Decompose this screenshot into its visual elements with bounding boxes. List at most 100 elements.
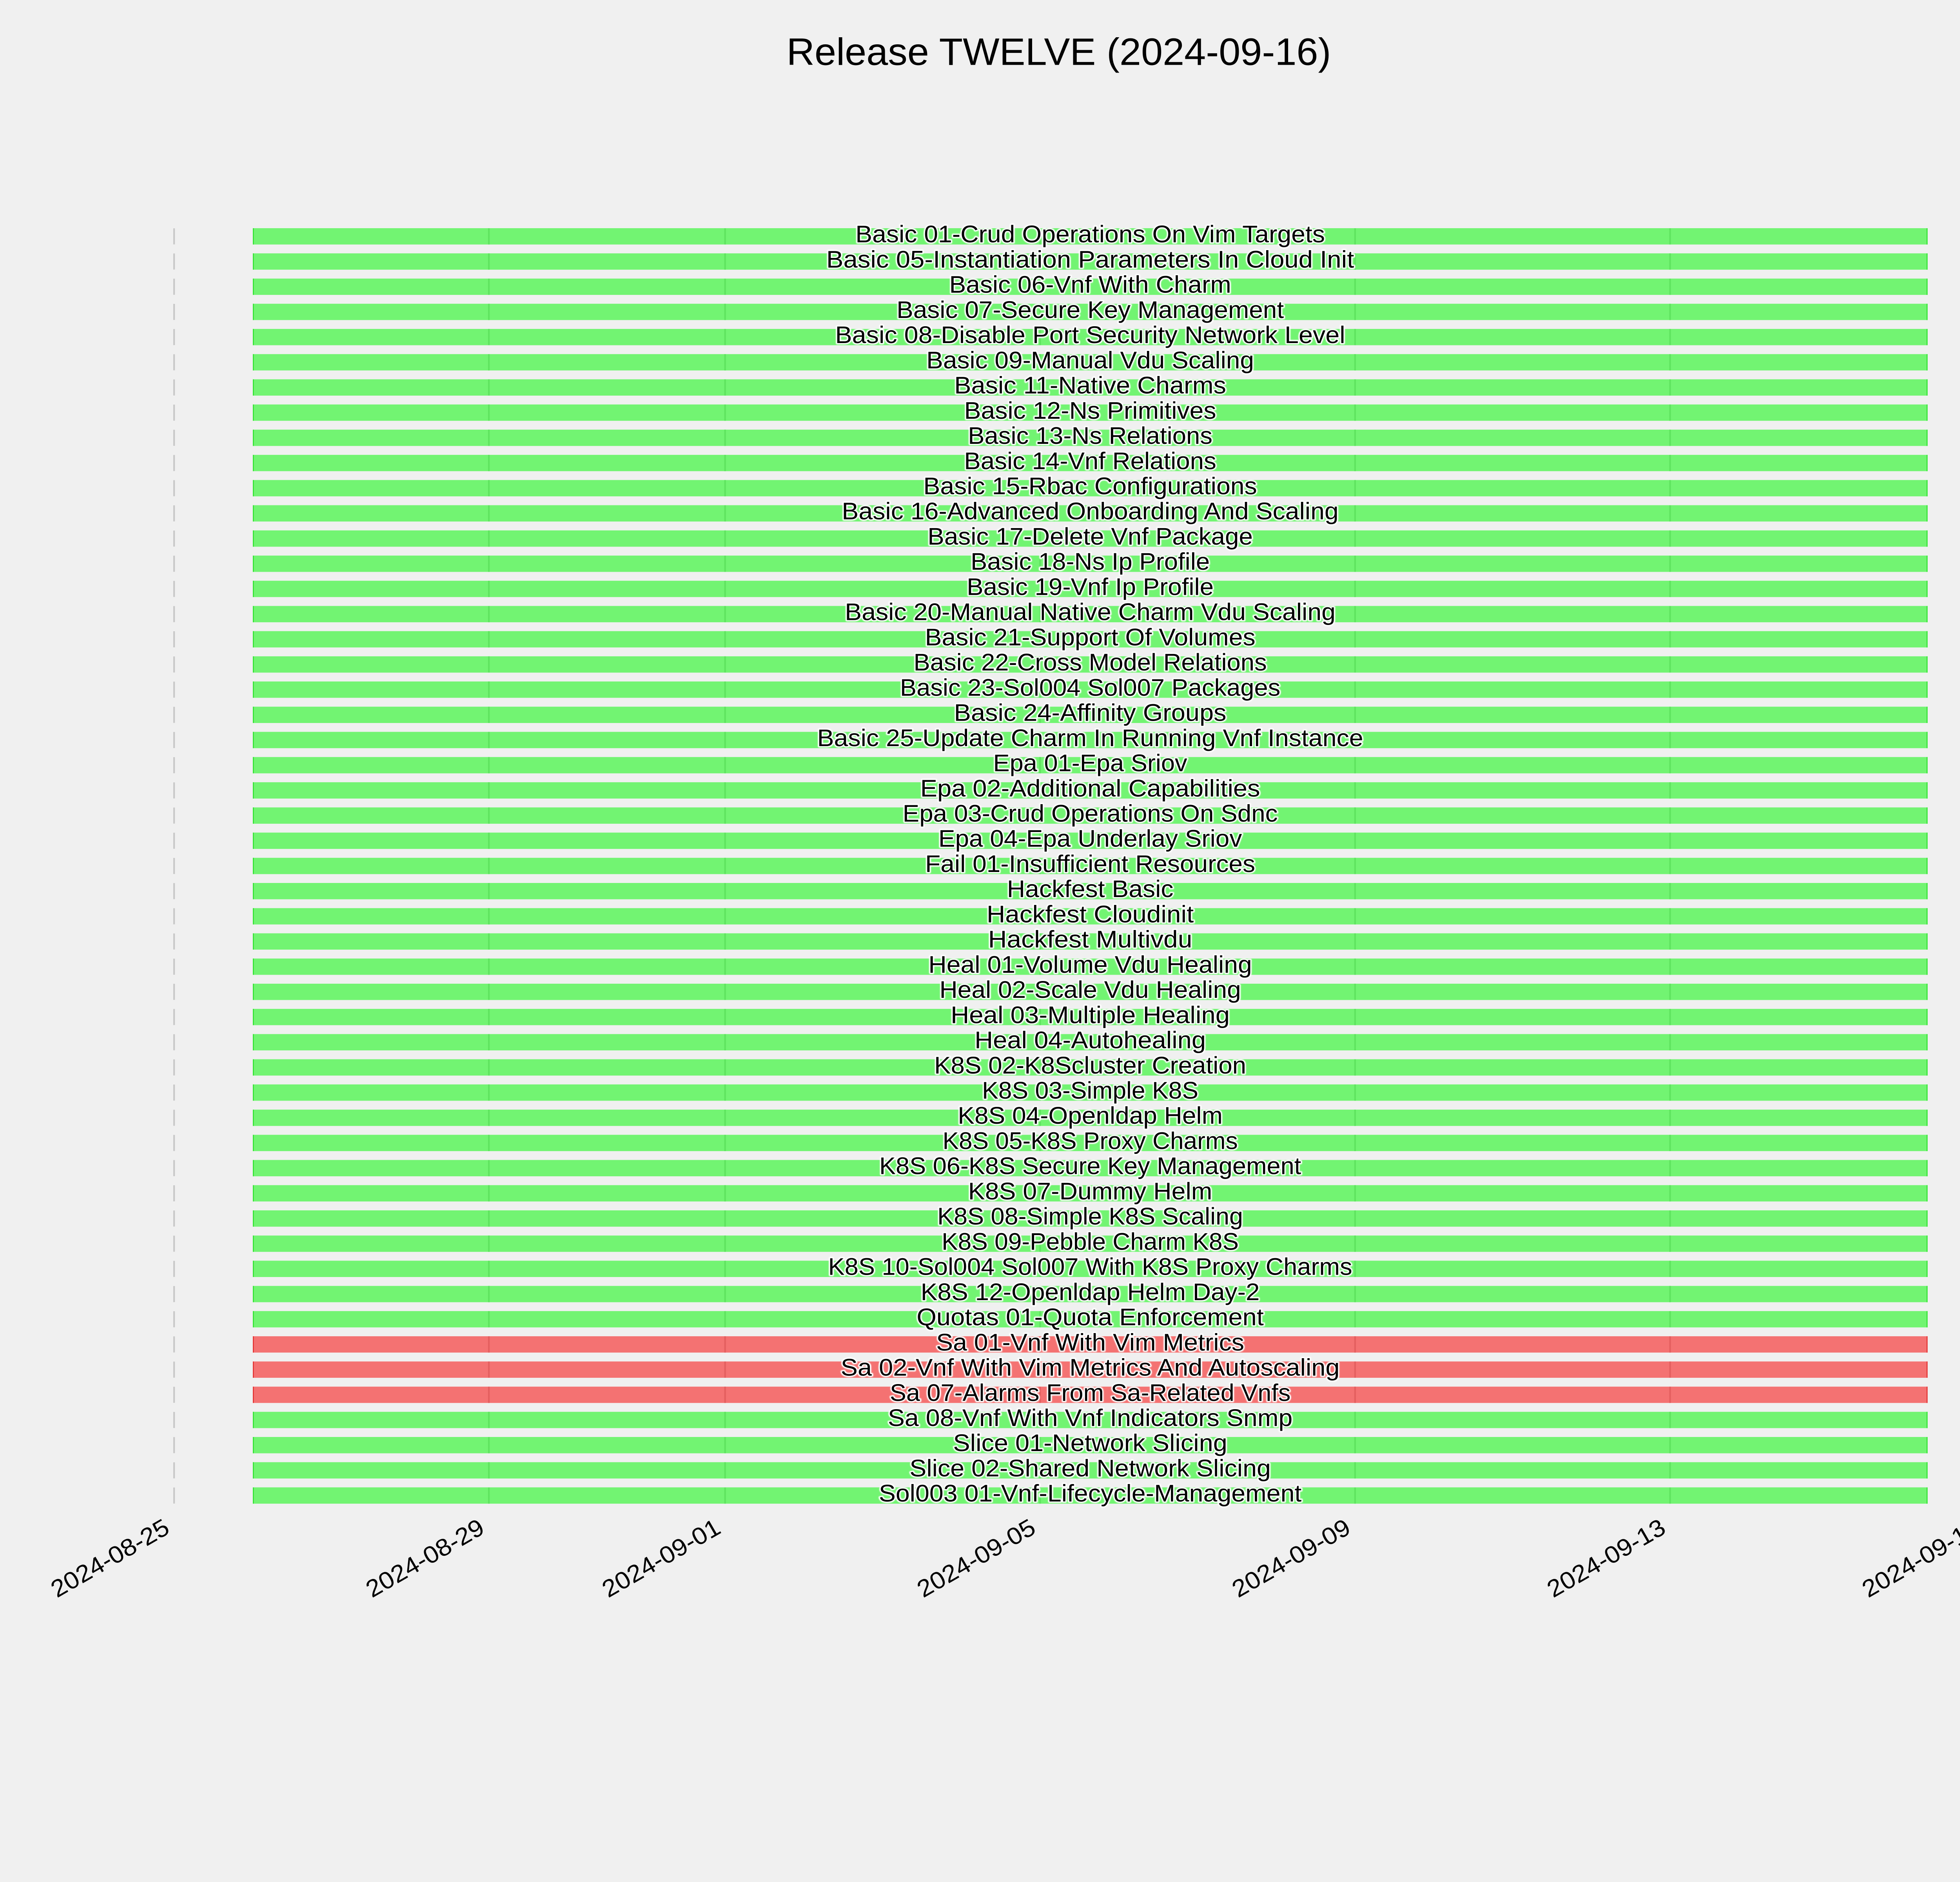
svg-text:Basic 17-Delete Vnf Package: Basic 17-Delete Vnf Package — [927, 523, 1253, 550]
svg-text:K8S 05-K8S Proxy Charms: K8S 05-K8S Proxy Charms — [943, 1128, 1238, 1155]
svg-text:Basic 22-Cross Model Relations: Basic 22-Cross Model Relations — [914, 649, 1267, 676]
svg-text:Basic 18-Ns Ip Profile: Basic 18-Ns Ip Profile — [971, 548, 1210, 575]
svg-text:Sa 07-Alarms From Sa-Related V: Sa 07-Alarms From Sa-Related Vnfs — [890, 1379, 1291, 1406]
svg-text:Basic 07-Secure Key Management: Basic 07-Secure Key Management — [897, 296, 1284, 323]
svg-text:Basic 24-Affinity Groups: Basic 24-Affinity Groups — [954, 699, 1227, 727]
svg-text:Basic 22-Cross Model Relations: Basic 22-Cross Model Relations — [914, 649, 1267, 676]
svg-text:Hackfest Cloudinit: Hackfest Cloudinit — [987, 901, 1194, 928]
svg-text:K8S 03-Simple K8S: K8S 03-Simple K8S — [982, 1077, 1198, 1104]
svg-text:Basic 14-Vnf Relations: Basic 14-Vnf Relations — [964, 447, 1216, 474]
svg-text:Epa 03-Crud Operations On Sdnc: Epa 03-Crud Operations On Sdnc — [903, 800, 1278, 827]
svg-text:Basic 25-Update Charm In Runni: Basic 25-Update Charm In Running Vnf Ins… — [817, 725, 1363, 752]
svg-text:Slice 01-Network Slicing: Slice 01-Network Slicing — [953, 1430, 1227, 1457]
svg-text:K8S 04-Openldap Helm: K8S 04-Openldap Helm — [958, 1102, 1223, 1129]
svg-text:Epa 03-Crud Operations On Sdnc: Epa 03-Crud Operations On Sdnc — [903, 800, 1278, 827]
svg-text:K8S 08-Simple K8S Scaling: K8S 08-Simple K8S Scaling — [937, 1203, 1243, 1230]
svg-text:Epa 04-Epa Underlay Sriov: Epa 04-Epa Underlay Sriov — [938, 825, 1242, 852]
svg-text:Basic 07-Secure Key Management: Basic 07-Secure Key Management — [897, 296, 1284, 323]
svg-text:Heal 01-Volume Vdu Healing: Heal 01-Volume Vdu Healing — [928, 951, 1252, 978]
svg-text:Sa 08-Vnf With Vnf Indicators: Sa 08-Vnf With Vnf Indicators Snmp — [888, 1404, 1292, 1431]
svg-text:Basic 05-Instantiation Paramet: Basic 05-Instantiation Parameters In Clo… — [826, 246, 1354, 273]
svg-text:K8S 08-Simple K8S Scaling: K8S 08-Simple K8S Scaling — [937, 1203, 1243, 1230]
svg-text:K8S 09-Pebble Charm K8S: K8S 09-Pebble Charm K8S — [942, 1228, 1239, 1255]
svg-text:Basic 18-Ns Ip Profile: Basic 18-Ns Ip Profile — [971, 548, 1210, 575]
svg-text:Basic 21-Support Of Volumes: Basic 21-Support Of Volumes — [925, 624, 1256, 651]
svg-text:K8S 12-Openldap Helm Day-2: K8S 12-Openldap Helm Day-2 — [921, 1279, 1260, 1306]
svg-text:Basic 01-Crud Operations On Vi: Basic 01-Crud Operations On Vim Targets — [855, 221, 1325, 248]
svg-text:Slice 02-Shared Network Slicin: Slice 02-Shared Network Slicing — [909, 1455, 1271, 1482]
svg-text:Slice 01-Network Slicing: Slice 01-Network Slicing — [953, 1430, 1227, 1457]
svg-text:Basic 13-Ns Relations: Basic 13-Ns Relations — [968, 422, 1212, 449]
svg-text:Sa 08-Vnf With Vnf Indicators: Sa 08-Vnf With Vnf Indicators Snmp — [888, 1404, 1292, 1431]
svg-text:K8S 07-Dummy Helm: K8S 07-Dummy Helm — [968, 1178, 1212, 1205]
svg-text:Heal 04-Autohealing: Heal 04-Autohealing — [975, 1027, 1206, 1054]
svg-text:Basic 19-Vnf Ip Profile: Basic 19-Vnf Ip Profile — [967, 573, 1214, 600]
svg-text:Basic 15-Rbac Configurations: Basic 15-Rbac Configurations — [923, 473, 1257, 500]
svg-text:Heal 01-Volume Vdu Healing: Heal 01-Volume Vdu Healing — [928, 951, 1252, 978]
svg-text:Sa 01-Vnf With Vim Metrics: Sa 01-Vnf With Vim Metrics — [936, 1329, 1244, 1356]
svg-text:Heal 03-Multiple Healing: Heal 03-Multiple Healing — [951, 1001, 1230, 1028]
svg-text:Sa 02-Vnf With Vim Metrics And: Sa 02-Vnf With Vim Metrics And Autoscali… — [841, 1354, 1340, 1381]
svg-text:Basic 17-Delete Vnf Package: Basic 17-Delete Vnf Package — [927, 523, 1253, 550]
svg-text:Hackfest Multivdu: Hackfest Multivdu — [988, 926, 1192, 953]
svg-text:Sa 07-Alarms From Sa-Related V: Sa 07-Alarms From Sa-Related Vnfs — [890, 1379, 1291, 1406]
svg-text:Basic 16-Advanced Onboarding A: Basic 16-Advanced Onboarding And Scaling — [842, 498, 1338, 525]
svg-text:Basic 23-Sol004 Sol007 Package: Basic 23-Sol004 Sol007 Packages — [900, 674, 1280, 701]
svg-text:K8S 02-K8Scluster Creation: K8S 02-K8Scluster Creation — [934, 1052, 1246, 1079]
svg-text:Basic 06-Vnf With Charm: Basic 06-Vnf With Charm — [949, 271, 1231, 298]
svg-text:Basic 21-Support Of Volumes: Basic 21-Support Of Volumes — [925, 624, 1256, 651]
svg-text:Basic 12-Ns Primitives: Basic 12-Ns Primitives — [964, 397, 1216, 424]
svg-text:Basic 11-Native Charms: Basic 11-Native Charms — [954, 372, 1226, 399]
svg-text:K8S 02-K8Scluster Creation: K8S 02-K8Scluster Creation — [934, 1052, 1246, 1079]
svg-text:Basic 08-Disable Port Security: Basic 08-Disable Port Security Network L… — [835, 322, 1345, 349]
svg-text:Heal 04-Autohealing: Heal 04-Autohealing — [975, 1027, 1206, 1054]
svg-text:Epa 01-Epa Sriov: Epa 01-Epa Sriov — [993, 750, 1187, 777]
svg-text:K8S 10-Sol004 Sol007 With K8S: K8S 10-Sol004 Sol007 With K8S Proxy Char… — [828, 1253, 1352, 1281]
svg-text:Basic 20-Manual Native Charm V: Basic 20-Manual Native Charm Vdu Scaling — [845, 599, 1336, 626]
svg-text:Basic 12-Ns Primitives: Basic 12-Ns Primitives — [964, 397, 1216, 424]
svg-text:Quotas 01-Quota Enforcement: Quotas 01-Quota Enforcement — [916, 1304, 1264, 1331]
svg-text:Slice 02-Shared Network Slicin: Slice 02-Shared Network Slicing — [909, 1455, 1271, 1482]
svg-text:Hackfest Cloudinit: Hackfest Cloudinit — [987, 901, 1194, 928]
svg-text:Basic 11-Native Charms: Basic 11-Native Charms — [954, 372, 1226, 399]
svg-text:Hackfest Basic: Hackfest Basic — [1007, 876, 1174, 903]
svg-text:Basic 20-Manual Native Charm V: Basic 20-Manual Native Charm Vdu Scaling — [845, 599, 1336, 626]
svg-text:Epa 02-Additional Capabilities: Epa 02-Additional Capabilities — [920, 775, 1260, 802]
svg-text:Basic 16-Advanced Onboarding A: Basic 16-Advanced Onboarding And Scaling — [842, 498, 1338, 525]
svg-text:K8S 06-K8S Secure Key Manageme: K8S 06-K8S Secure Key Management — [879, 1153, 1301, 1180]
svg-text:K8S 05-K8S Proxy Charms: K8S 05-K8S Proxy Charms — [943, 1128, 1238, 1155]
svg-text:K8S 12-Openldap Helm Day-2: K8S 12-Openldap Helm Day-2 — [921, 1279, 1260, 1306]
svg-text:Basic 05-Instantiation Paramet: Basic 05-Instantiation Parameters In Clo… — [826, 246, 1354, 273]
svg-text:Sa 01-Vnf With Vim Metrics: Sa 01-Vnf With Vim Metrics — [936, 1329, 1244, 1356]
svg-text:Basic 15-Rbac Configurations: Basic 15-Rbac Configurations — [923, 473, 1257, 500]
svg-text:Epa 02-Additional Capabilities: Epa 02-Additional Capabilities — [920, 775, 1260, 802]
svg-text:Sol003 01-Vnf-Lifecycle-Manage: Sol003 01-Vnf-Lifecycle-Management — [879, 1480, 1302, 1507]
svg-text:Basic 14-Vnf Relations: Basic 14-Vnf Relations — [964, 447, 1216, 474]
svg-text:Release TWELVE (2024-09-16): Release TWELVE (2024-09-16) — [787, 30, 1331, 73]
svg-text:Sol003 01-Vnf-Lifecycle-Manage: Sol003 01-Vnf-Lifecycle-Management — [879, 1480, 1302, 1507]
svg-text:Epa 04-Epa Underlay Sriov: Epa 04-Epa Underlay Sriov — [938, 825, 1242, 852]
svg-text:Basic 23-Sol004 Sol007 Package: Basic 23-Sol004 Sol007 Packages — [900, 674, 1280, 701]
svg-text:Fail 01-Insufficient Resources: Fail 01-Insufficient Resources — [925, 850, 1255, 877]
svg-text:Hackfest Multivdu: Hackfest Multivdu — [988, 926, 1192, 953]
svg-text:K8S 03-Simple K8S: K8S 03-Simple K8S — [982, 1077, 1198, 1104]
svg-text:Heal 02-Scale Vdu Healing: Heal 02-Scale Vdu Healing — [940, 976, 1241, 1003]
svg-text:Fail 01-Insufficient Resources: Fail 01-Insufficient Resources — [925, 850, 1255, 877]
svg-text:K8S 06-K8S Secure Key Manageme: K8S 06-K8S Secure Key Management — [879, 1153, 1301, 1180]
svg-text:Basic 06-Vnf With Charm: Basic 06-Vnf With Charm — [949, 271, 1231, 298]
svg-text:K8S 07-Dummy Helm: K8S 07-Dummy Helm — [968, 1178, 1212, 1205]
svg-text:Basic 24-Affinity Groups: Basic 24-Affinity Groups — [954, 699, 1227, 727]
svg-text:Sa 02-Vnf With Vim Metrics And: Sa 02-Vnf With Vim Metrics And Autoscali… — [841, 1354, 1340, 1381]
svg-text:Basic 09-Manual Vdu Scaling: Basic 09-Manual Vdu Scaling — [926, 347, 1254, 374]
svg-text:Basic 01-Crud Operations On Vi: Basic 01-Crud Operations On Vim Targets — [855, 221, 1325, 248]
svg-text:K8S 09-Pebble Charm K8S: K8S 09-Pebble Charm K8S — [942, 1228, 1239, 1255]
svg-text:Heal 03-Multiple Healing: Heal 03-Multiple Healing — [951, 1001, 1230, 1028]
svg-text:K8S 10-Sol004 Sol007 With K8S: K8S 10-Sol004 Sol007 With K8S Proxy Char… — [828, 1253, 1352, 1281]
svg-text:Heal 02-Scale Vdu Healing: Heal 02-Scale Vdu Healing — [940, 976, 1241, 1003]
svg-text:Quotas 01-Quota Enforcement: Quotas 01-Quota Enforcement — [916, 1304, 1264, 1331]
svg-text:Basic 25-Update Charm In Runni: Basic 25-Update Charm In Running Vnf Ins… — [817, 725, 1363, 752]
svg-text:Basic 13-Ns Relations: Basic 13-Ns Relations — [968, 422, 1212, 449]
svg-text:Basic 08-Disable Port Security: Basic 08-Disable Port Security Network L… — [835, 322, 1345, 349]
svg-text:Basic 09-Manual Vdu Scaling: Basic 09-Manual Vdu Scaling — [926, 347, 1254, 374]
svg-text:Hackfest Basic: Hackfest Basic — [1007, 876, 1174, 903]
